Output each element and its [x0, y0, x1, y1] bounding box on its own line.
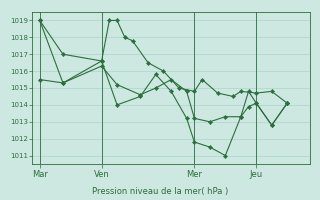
Text: Pression niveau de la mer( hPa ): Pression niveau de la mer( hPa ): [92, 187, 228, 196]
